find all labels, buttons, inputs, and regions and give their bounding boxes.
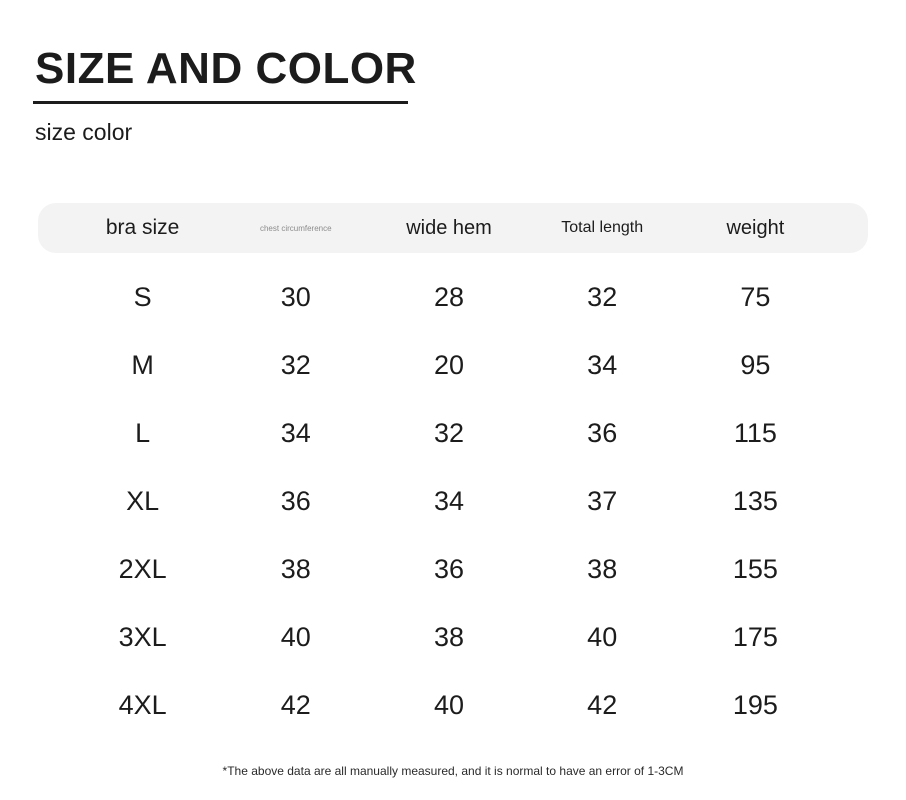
size-label-cell: S [133, 281, 152, 312]
table-row-xl: XL 36 34 37 135 [38, 467, 868, 535]
value-cell: 40 [433, 689, 465, 720]
value-cell: 115 [733, 417, 777, 448]
value-cell: 34 [587, 349, 618, 380]
value-cell: 42 [280, 689, 311, 720]
value-cell: 20 [433, 349, 465, 380]
value-cell: 40 [280, 621, 311, 652]
size-table-body: S 30 28 32 75 M 32 20 34 95 L 34 32 36 115 XL 36 34 37 135 2… [38, 263, 868, 739]
value-cell: 42 [587, 689, 618, 720]
value-cell: 135 [732, 485, 778, 516]
table-row-s: S 30 28 32 75 [38, 263, 868, 331]
column-header-bra-size: bra size [105, 216, 180, 239]
page-subtitle: size color [35, 119, 133, 145]
value-cell: 32 [280, 349, 311, 380]
title-underline [33, 101, 408, 104]
size-label-cell: XL [126, 485, 160, 516]
value-cell: 37 [587, 485, 618, 516]
value-cell: 36 [433, 553, 465, 584]
table-row-4xl: 4XL 42 40 42 195 [38, 671, 868, 739]
size-label-cell: M [131, 349, 154, 380]
table-row-3xl: 3XL 40 38 40 175 [38, 603, 868, 671]
value-cell: 28 [433, 281, 465, 312]
value-cell: 38 [587, 553, 618, 584]
column-header-wide-hem: wide hem [406, 216, 492, 239]
value-cell: 40 [587, 621, 618, 652]
column-header-weight: weight [726, 216, 785, 239]
value-cell: 195 [732, 689, 778, 720]
value-cell: 36 [587, 417, 618, 448]
table-row-2xl: 2XL 38 36 38 155 [38, 535, 868, 603]
column-header-total-length: Total length [561, 219, 644, 236]
value-cell: 32 [587, 281, 618, 312]
value-cell: 36 [280, 485, 311, 516]
value-cell: 75 [740, 281, 771, 312]
size-label-cell: 3XL [118, 621, 167, 652]
size-label-cell: L [135, 417, 151, 448]
value-cell: 175 [732, 621, 778, 652]
value-cell: 38 [433, 621, 465, 652]
value-cell: 34 [433, 485, 465, 516]
size-label-cell: 4XL [118, 689, 167, 720]
table-row-m: M 32 20 34 95 [38, 331, 868, 399]
value-cell: 95 [740, 349, 771, 380]
value-cell: 32 [433, 417, 465, 448]
value-cell: 155 [732, 553, 778, 584]
size-table-header-row: bra size chest circumference wide hem Total… [38, 203, 868, 253]
value-cell: 30 [280, 281, 311, 312]
table-row-l: L 34 32 36 115 [38, 399, 868, 467]
value-cell: 34 [280, 417, 311, 448]
column-header-chest-circumference: chest circumference [259, 223, 332, 233]
page-title: SIZE AND COLOR [35, 44, 417, 93]
measurement-disclaimer: *The above data are all manually measure… [222, 764, 684, 778]
size-table: bra size chest circumference wide hem Total… [38, 203, 868, 739]
value-cell: 38 [280, 553, 311, 584]
size-label-cell: 2XL [118, 553, 167, 584]
